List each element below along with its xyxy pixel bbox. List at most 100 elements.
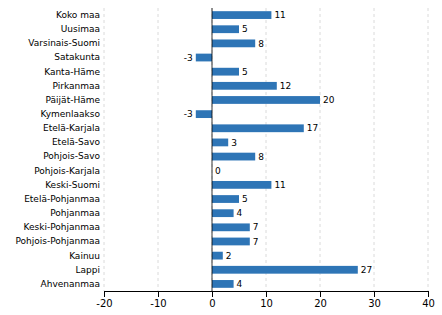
y-tick: Etelä-Karjala (43, 123, 100, 133)
y-tick-label: Varsinais-Suomi (28, 38, 100, 48)
y-tick-label: Etelä-Savo (52, 137, 101, 147)
y-axis: Koko maa Uusimaa Varsinais-Suomi Satakunta K… (15, 10, 100, 289)
bar (212, 82, 277, 90)
bar (212, 25, 239, 33)
data-label: 7 (253, 222, 259, 232)
x-tick-mark (212, 291, 213, 297)
x-tick: 0 (209, 291, 215, 309)
data-label: 11 (274, 180, 285, 190)
y-tick: Keski-Suomi (45, 180, 100, 190)
plot: 1158-351220-3173801154772274-20-10010203… (15, 8, 434, 309)
y-tick-label: Ahvenanmaa (41, 279, 100, 289)
bar (196, 54, 212, 62)
bar (212, 195, 239, 203)
x-tick-label: 10 (260, 298, 273, 309)
bar (212, 39, 255, 47)
x-tick-label: 20 (314, 298, 327, 309)
bar (212, 68, 239, 76)
y-tick-label: Pohjois-Pohjanmaa (15, 236, 100, 246)
y-tick-label: Etelä-Karjala (43, 123, 100, 133)
x-tick-mark (374, 291, 375, 297)
zero-line (212, 8, 213, 291)
y-tick-label: Pohjois-Karjala (34, 166, 100, 176)
y-tick-label: Keski-Suomi (45, 180, 100, 190)
y-tick-label: Pohjanmaa (50, 208, 100, 218)
bars (196, 11, 358, 288)
bar (196, 110, 212, 118)
grid-line (212, 8, 213, 291)
data-label: 8 (258, 152, 264, 162)
grid-line (266, 8, 267, 291)
data-label: 27 (361, 265, 372, 275)
y-tick-label: Koko maa (56, 10, 100, 20)
bar (212, 252, 223, 260)
x-axis: -20-10010203040 (96, 291, 435, 309)
x-tick: -10 (150, 291, 166, 309)
bar (212, 223, 250, 231)
y-tick-label: Kainuu (69, 251, 100, 261)
grid-line (104, 8, 105, 291)
y-tick: Keski-Pohjanmaa (24, 222, 100, 232)
y-tick: Pirkanmaa (52, 81, 100, 91)
data-label: 4 (237, 208, 243, 218)
bar (212, 266, 358, 274)
data-label: 2 (226, 251, 232, 261)
grid-line (158, 8, 159, 291)
x-tick: 20 (314, 291, 327, 309)
grid-line (428, 8, 429, 291)
x-tick-mark (266, 291, 267, 297)
y-tick-label: Pohjois-Savo (43, 151, 100, 161)
x-tick: 40 (422, 291, 435, 309)
data-label: 17 (307, 123, 318, 133)
data-label: 7 (253, 237, 259, 247)
y-tick: Pohjois-Savo (43, 151, 100, 161)
y-tick-label: Lappi (76, 265, 100, 275)
data-label: 8 (258, 39, 264, 49)
y-tick-label: Etelä-Pohjanmaa (24, 194, 100, 204)
y-tick: Etelä-Savo (52, 137, 101, 147)
y-tick: Uusimaa (61, 24, 100, 34)
y-tick: Kymenlaakso (40, 109, 100, 119)
bar (212, 280, 234, 288)
y-tick-label: Pirkanmaa (52, 81, 100, 91)
x-tick-label: 0 (209, 298, 215, 309)
bar (212, 181, 271, 189)
data-label: 11 (274, 10, 285, 20)
y-tick-label: Satakunta (54, 52, 100, 62)
y-tick-label: Keski-Pohjanmaa (24, 222, 100, 232)
y-tick: Varsinais-Suomi (28, 38, 100, 48)
y-tick: Etelä-Pohjanmaa (24, 194, 100, 204)
data-label: 5 (242, 24, 248, 34)
bar (212, 124, 304, 132)
y-tick: Satakunta (54, 52, 100, 62)
data-label: 12 (280, 81, 291, 91)
y-tick-label: Päijät-Häme (46, 95, 101, 105)
x-axis-line (105, 292, 429, 298)
data-label: 0 (215, 166, 221, 176)
x-tick-mark (104, 291, 105, 297)
x-tick-mark (158, 291, 159, 297)
x-tick-mark (428, 291, 429, 297)
y-tick-label: Uusimaa (61, 24, 100, 34)
y-tick: Pohjanmaa (50, 208, 100, 218)
bar (212, 153, 255, 161)
grid-line (374, 8, 375, 291)
x-tick-mark (320, 291, 321, 297)
y-tick: Koko maa (56, 10, 100, 20)
y-tick: Pohjois-Pohjanmaa (15, 236, 100, 246)
data-labels: 1158-351220-3173801154772274 (184, 10, 372, 289)
x-tick-label: 30 (368, 298, 381, 309)
data-label: -3 (184, 53, 193, 63)
grid-line (320, 8, 321, 291)
y-tick: Pohjois-Karjala (34, 166, 100, 176)
bar (212, 238, 250, 246)
data-label: 20 (323, 95, 335, 105)
y-tick: Ahvenanmaa (41, 279, 100, 289)
grid (104, 8, 428, 291)
y-tick: Kanta-Häme (44, 67, 100, 77)
y-tick-label: Kanta-Häme (44, 67, 100, 77)
y-tick: Lappi (76, 265, 100, 275)
y-tick: Päijät-Häme (46, 95, 101, 105)
x-tick-label: -10 (150, 298, 166, 309)
data-label: 5 (242, 194, 248, 204)
